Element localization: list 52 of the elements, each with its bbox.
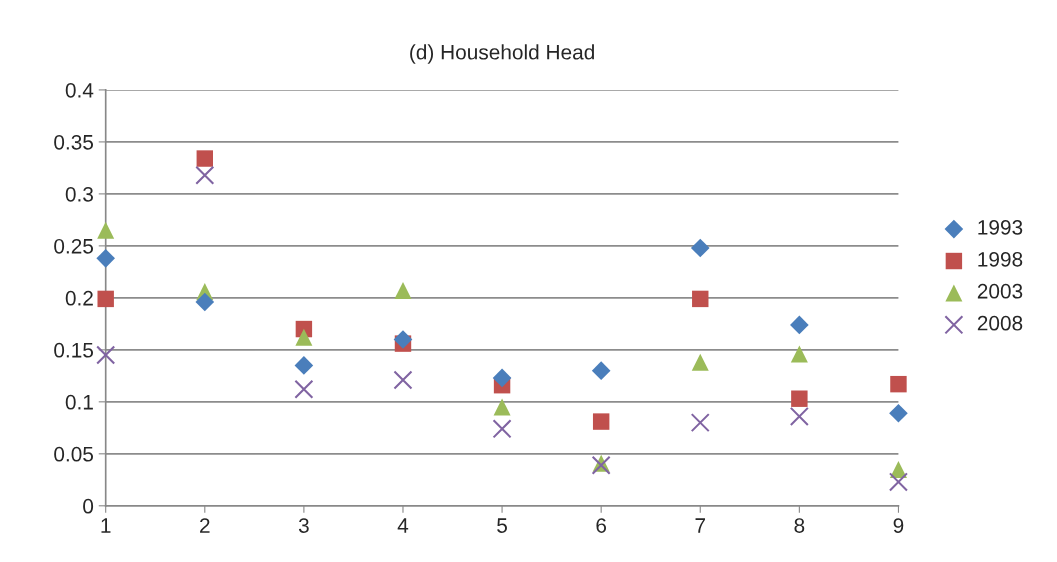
point [591,361,611,380]
point [791,390,808,407]
point [691,353,709,371]
legend-label: 2008 [977,315,1023,331]
point [592,413,610,430]
point [294,379,314,399]
point [790,315,809,335]
x-tick-label: 7 [695,518,706,533]
x-tick-label: 2 [200,518,210,533]
point [295,328,313,346]
point [692,290,709,308]
point [492,419,512,439]
y-tick-label: 0.4 [65,82,94,98]
x-tick-label: 3 [298,518,309,533]
legend-label: 1998 [978,251,1023,267]
y-tick-label: 0.05 [54,446,94,462]
point [195,292,215,312]
point [97,290,114,308]
point [294,356,314,375]
point [96,249,116,268]
x-tick-label: 5 [497,518,507,533]
point [393,370,413,390]
y-tick-label: 0.15 [54,342,94,358]
x-tick-label: 4 [397,518,409,533]
y-tick-label: 0 [83,498,94,514]
point [890,375,907,393]
y-tick-label: 0.1 [65,394,93,410]
point [394,282,412,300]
point [492,368,512,388]
x-tick-label: 1 [101,518,111,533]
legend-label: 2003 [977,283,1023,299]
y-tick-label: 0.35 [54,134,94,150]
y-tick-label: 0.3 [65,186,93,202]
point [493,398,511,416]
x-tick-label: 8 [794,518,805,533]
point [690,413,710,433]
legend-label: 1993 [978,220,1023,235]
point [96,345,116,365]
point [196,150,214,167]
x-tick-label: 9 [893,518,904,533]
point [889,403,908,423]
y-tick-label: 0.25 [54,238,94,254]
point [789,406,809,426]
point [393,330,413,349]
x-tick-label: 6 [596,518,607,533]
point [690,238,710,258]
point [888,472,908,492]
chart-title: (d) Household Head [410,44,594,64]
point [195,165,215,185]
point [97,221,115,239]
y-tick-label: 0.2 [65,290,93,306]
point [790,345,808,363]
